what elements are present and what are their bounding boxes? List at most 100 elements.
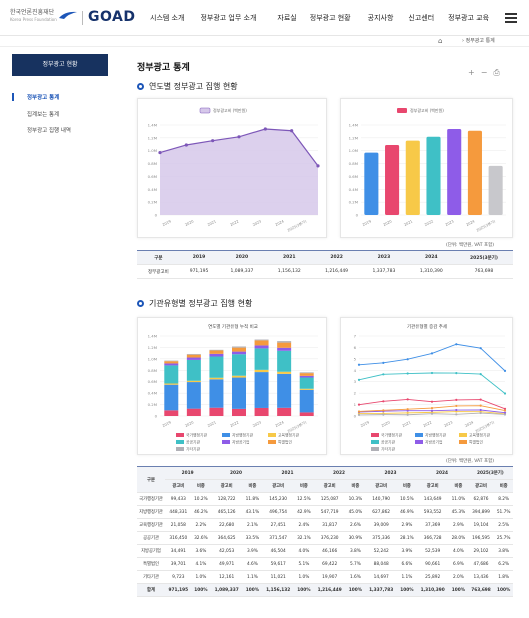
breadcrumb-current[interactable]: 정부광고 통계 [465,38,495,44]
table-cell: 12,161 [210,570,244,584]
section-title-text: 연도별 정부광고 집행 현황 [149,82,238,91]
nav-item[interactable]: 정부광고 업무 소개 [200,14,257,22]
org-logo[interactable]: 한국언론진흥재단 Korea Press Foundation [10,9,57,23]
row-label: 지방행정기관 [137,505,165,519]
table-row: 교육행정기관 21,058 2.2% 22,680 2.1% 27,451 2.4% 31,8… [137,518,513,532]
y-tick-label: 1.2M [148,135,157,140]
zoom-in-icon[interactable]: + [468,68,475,77]
stacked-bar-segment [186,353,201,355]
nav-item[interactable]: 정부광고 교육 [448,14,490,22]
zoom-out-icon[interactable]: − [480,68,488,77]
x-tick-label: 2024 [464,420,475,428]
table-cell: 46.2% [191,505,211,519]
stacked-bar-segment [254,407,269,416]
table-cell: 52,242 [364,544,398,558]
y-tick-label: 0.6M [349,174,358,179]
table-cell: 32.6% [191,531,211,545]
stacked-bar-segment [164,384,179,411]
table-cell: 394,899 [467,505,495,519]
table-cell: 22,680 [210,518,244,532]
table-cell: 371,547 [261,531,295,545]
sidebar-item-history[interactable]: 정부광고 집행 내역 [27,128,71,134]
table-cell: 627,862 [364,505,398,519]
stacked-bar-segment [186,359,201,381]
data-point [430,352,434,355]
x-tick-label: 2024 [275,420,286,428]
data-point [503,407,507,410]
table-cell: 13,436 [467,570,495,584]
breadcrumb: › 정부광고 통계 [462,38,495,44]
data-point [479,404,482,407]
table-cell: 99,433 [165,492,192,506]
year-header: 2023 [364,466,417,480]
data-point [406,411,409,414]
stacked-bar-segment [164,363,179,366]
area-chart: 0 0.2M 0.4M 0.6M 0.8M 1.0M 1.2M 1.4M 2019 2020 202… [148,107,320,233]
nav-item[interactable]: 신고센터 [408,14,435,22]
table-cell: 1.1% [243,570,262,584]
hamburger-icon[interactable] [505,13,517,23]
nav-item[interactable]: 시스템 소개 [150,14,185,22]
nav-item[interactable]: 공지사항 [367,14,394,22]
stacked-bar-segment [209,353,224,357]
legend-swatch [222,433,230,437]
table-cell: 4.1% [191,557,211,571]
legend-label: 공공기관 [186,440,200,445]
y-tick-label: 2 [354,391,357,396]
table-cell: 46,504 [261,544,295,558]
data-point [406,398,409,401]
table-cell: 51.7% [494,505,513,519]
print-icon[interactable]: ⎙ [493,68,500,77]
breadcrumb-bar [0,36,529,47]
nav-item[interactable]: 정부광고 현황 [309,14,351,22]
brand-logo[interactable]: GOAD [88,9,136,25]
stacked-bar-segment [164,361,179,364]
table-cell: 62,876 [467,492,495,506]
table-row: 기타기관 9,723 1.0% 12,161 1.1% 11,021 1.0% 19,907 1… [137,570,513,584]
legend-label: 정부광고비 (백만원) [410,107,444,113]
sidebar-item-aggregate[interactable]: 집계보는 통계 [27,112,60,118]
x-tick-label: 2023 [443,420,453,428]
stacked-bar-segment [254,372,269,408]
legend-label: 기타기관 [381,447,395,452]
year-header: 2025(3분기) [467,466,513,480]
legend-swatch [459,440,467,444]
table-cell: 1,216,449 [312,264,361,279]
table-row: 합계 971,195 100% 1,089,337 100% 1,156,132 100% 1… [137,583,513,597]
y-tick-label: 0.4M [148,391,157,396]
table-cell: 46.9% [397,505,417,519]
table-cell: 39,701 [165,557,192,571]
data-point [357,410,361,413]
table-cell: 4.0% [449,544,468,558]
table-header: 2019 [179,250,219,265]
data-point [382,413,385,416]
legend-swatch [459,433,467,437]
stacked-bar-segment [232,408,246,416]
data-point [455,398,458,402]
data-point [479,372,482,376]
stacked-bar-segment [254,339,269,341]
home-icon[interactable]: ⌂ [438,37,443,45]
table-cell: 128,722 [210,492,244,506]
sidebar-item-stats[interactable]: 정부광고 통계 [27,95,60,101]
table-cell: 100% [346,583,365,597]
year-header: 2020 [210,466,262,480]
table-cell: 90,661 [416,557,450,571]
legend-swatch [222,440,230,444]
table-cell: 2.5% [494,518,513,532]
table-cell: 547,719 [313,505,347,519]
stacked-bar-segment [209,379,224,408]
bar [426,136,441,215]
legend-label: 교육행정기관 [278,433,299,438]
table-cell: 10.2% [191,492,211,506]
y-tick-label: 6 [354,345,357,350]
table-header: 구분 [137,250,180,265]
table-cell: 2.0% [449,570,468,584]
table-cell: 43.1% [243,505,262,519]
legend-label: 국가행정기관 [186,433,207,438]
nav-item[interactable]: 자료실 [277,14,297,22]
x-tick-label: 2020 [383,219,394,227]
table-cell: 1,089,337 [210,583,244,597]
row-label: 정부광고비 [137,264,180,279]
table-cell: 11,021 [261,570,295,584]
